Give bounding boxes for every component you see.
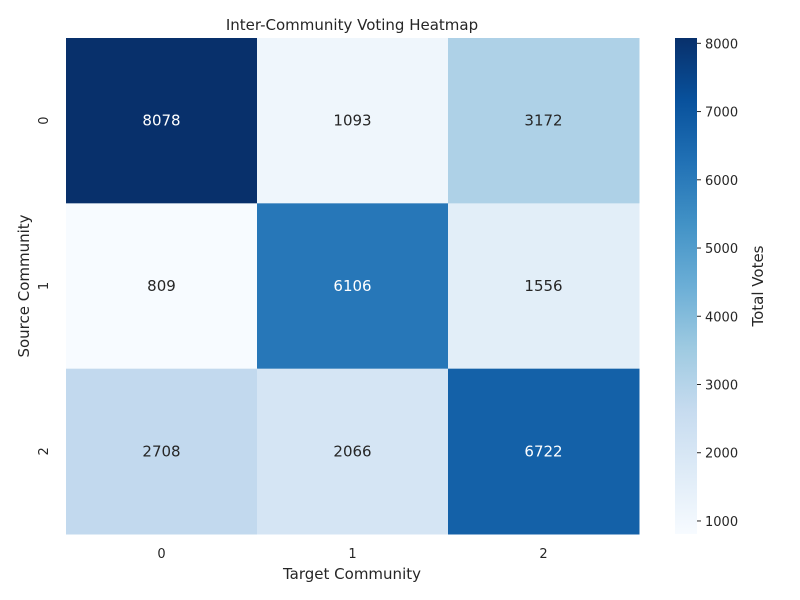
colorbar-tick-label-8000: 8000 [705,37,738,52]
y-axis-label: Source Community [15,214,33,357]
x-tick-label-2: 2 [539,547,547,562]
x-tick-label-1: 1 [348,547,356,562]
y-tick-label-0: 0 [37,117,52,125]
heatmap-cell-r2-c0 [66,368,258,535]
heatmap-cell-r2-c2 [448,368,640,535]
chart-title: Inter-Community Voting Heatmap [226,16,478,34]
cell-value-label-r0-c1: 1093 [333,112,371,130]
colorbar [675,38,697,534]
colorbar-tick-label-7000: 7000 [705,106,738,121]
heatmap-cell-labels: 8078 1093 3172 809 6106 1556 2708 2066 6722 [142,112,562,461]
x-axis-ticks: 0 1 2 [157,547,547,562]
colorbar-tick-label-3000: 3000 [705,378,738,393]
heatmap-cell-r1-c2 [448,203,640,370]
colorbar-tick-label-2000: 2000 [705,447,738,462]
x-axis-label: Target Community [282,565,421,583]
y-axis-ticks: 0 1 2 [37,117,52,456]
heatmap-cell-r1-c0 [66,203,258,370]
heatmap-cell-r2-c1 [257,368,449,535]
heatmap-cell-r0-c2 [448,38,640,204]
cell-value-label-r1-c2: 1556 [524,277,562,295]
cell-value-label-r2-c1: 2066 [333,442,371,460]
cell-value-label-r1-c1: 6106 [333,277,371,295]
heatmap-cells [66,38,640,535]
heatmap-cell-r1-c1 [257,203,449,370]
cell-value-label-r0-c2: 3172 [524,112,562,130]
x-tick-label-0: 0 [157,547,165,562]
cell-value-label-r2-c0: 2708 [142,442,180,460]
colorbar-ticks: 1000 2000 3000 4000 5000 6000 7000 8000 [697,37,738,530]
cell-value-label-r0-c0: 8078 [142,112,180,130]
heatmap-cell-r0-c1 [257,38,449,204]
colorbar-tick-label-1000: 1000 [705,515,738,530]
cell-value-label-r1-c0: 809 [147,277,176,295]
colorbar-tick-label-6000: 6000 [705,174,738,189]
y-tick-label-1: 1 [37,282,52,290]
cell-value-label-r2-c2: 6722 [524,442,562,460]
colorbar-label: Total Votes [749,245,767,327]
colorbar-tick-label-4000: 4000 [705,310,738,325]
heatmap-cell-r0-c0 [66,38,258,204]
colorbar-tick-label-5000: 5000 [705,242,738,257]
y-tick-label-2: 2 [37,447,52,455]
